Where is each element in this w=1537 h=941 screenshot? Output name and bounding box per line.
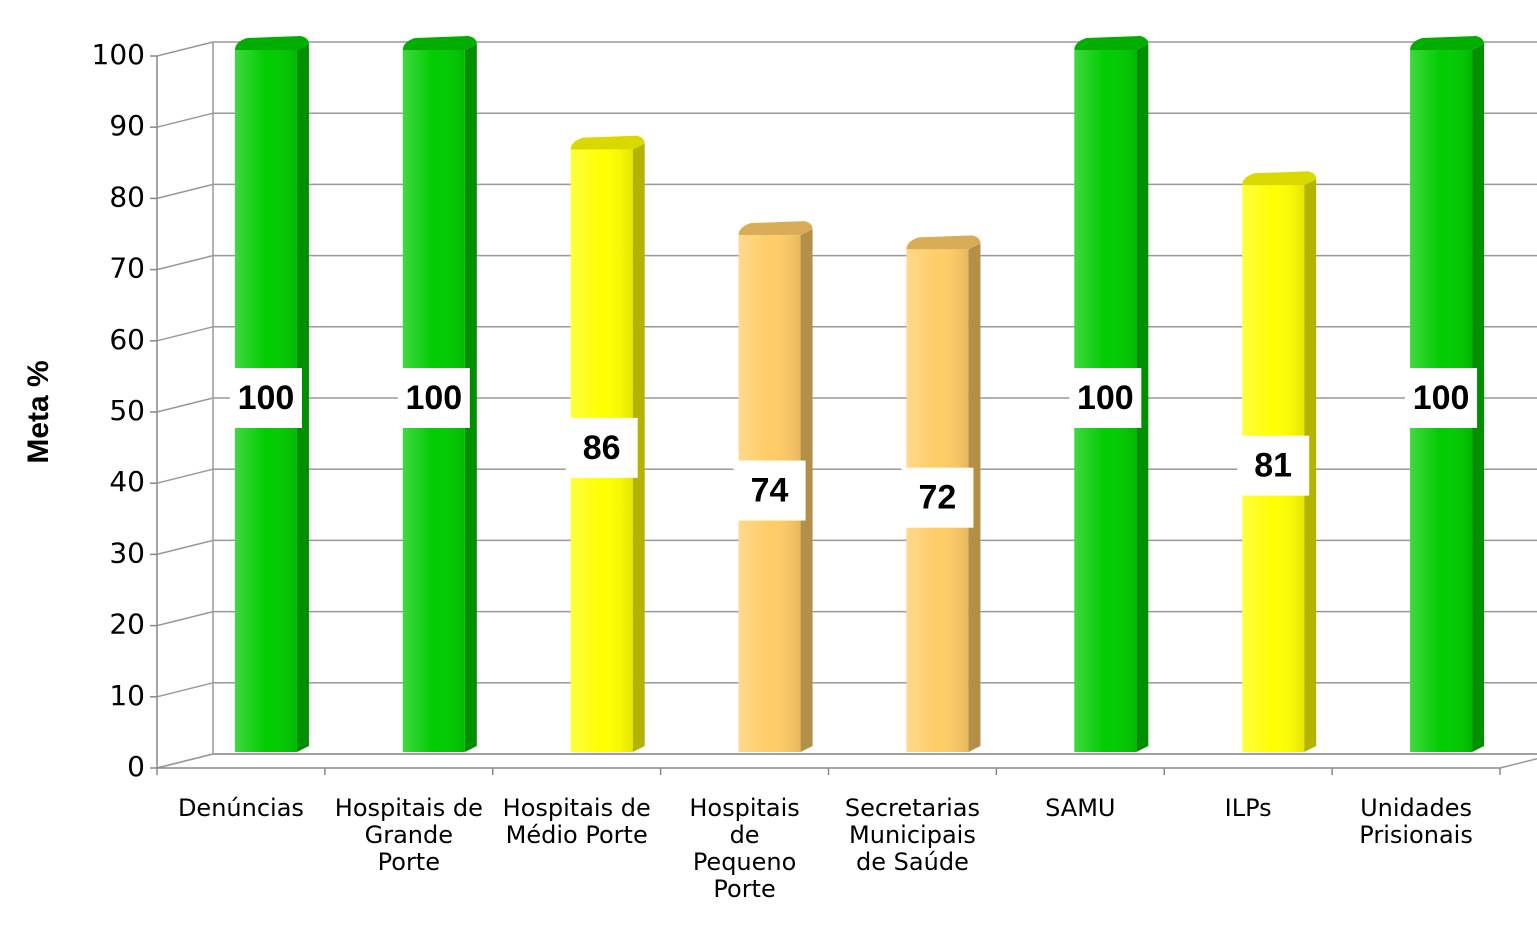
- value-label: 74: [751, 472, 789, 510]
- x-tick-label: Secretarias Municipais de Saúde: [844, 794, 981, 876]
- y-tick-label: 20: [109, 608, 145, 641]
- grid-line: [156, 254, 214, 271]
- bar-top: [234, 36, 309, 50]
- bar-top: [1074, 36, 1149, 50]
- grid-line: [156, 41, 214, 57]
- bar-side: [632, 143, 645, 752]
- bar-side: [800, 229, 813, 752]
- y-tick-label: 100: [92, 38, 145, 71]
- grid-line: [156, 468, 214, 484]
- value-label-box: [1237, 435, 1310, 496]
- value-label-box: [733, 460, 806, 521]
- grid-line: [156, 682, 214, 698]
- y-tick-label: 90: [109, 109, 145, 142]
- floor: [156, 753, 1537, 769]
- x-tick-label: SAMU: [1045, 794, 1116, 822]
- value-label-box: [397, 368, 470, 428]
- value-label: 81: [1254, 447, 1292, 485]
- bar-side: [464, 44, 477, 752]
- value-label-box: [229, 368, 302, 428]
- y-tick-label: 60: [109, 323, 145, 356]
- value-label-box: [1069, 368, 1142, 428]
- y-tick-label: 70: [109, 252, 145, 285]
- bar-side: [968, 243, 981, 753]
- value-label: 100: [405, 379, 462, 417]
- bar-top: [906, 235, 981, 250]
- bar-top: [402, 36, 477, 50]
- value-label-box: [901, 467, 974, 528]
- y-tick-label: 0: [127, 750, 145, 783]
- y-tick-label: 80: [109, 180, 145, 213]
- bar-side: [1136, 44, 1149, 752]
- grid-line: [156, 753, 214, 769]
- value-label: 86: [583, 429, 621, 467]
- bar-side: [1304, 179, 1317, 752]
- value-label: 100: [238, 379, 295, 417]
- y-tick-label: 40: [109, 465, 145, 498]
- value-label-box: [1405, 368, 1478, 428]
- grid-line: [156, 326, 214, 342]
- bar-top: [1410, 36, 1485, 50]
- x-tick-label: Unidades Prisionais: [1359, 794, 1473, 849]
- grid-line: [156, 610, 214, 627]
- bar-top: [570, 135, 645, 150]
- bar-side: [1472, 44, 1485, 752]
- x-tick-label: ILPs: [1224, 794, 1272, 822]
- bar-top: [1242, 171, 1317, 186]
- y-tick-label: 30: [109, 536, 145, 569]
- bar-side: [296, 44, 309, 752]
- x-tick-label: Denúncias: [177, 794, 304, 822]
- grid-line: [156, 539, 214, 556]
- x-tick-label: Hospitais de Grande Porte: [334, 794, 483, 876]
- value-label: 72: [919, 479, 957, 517]
- grid-line: [156, 397, 214, 413]
- value-label: 100: [1413, 379, 1470, 417]
- value-label: 100: [1077, 379, 1134, 417]
- y-tick-label: 10: [109, 679, 145, 712]
- value-label-box: [565, 417, 638, 478]
- x-tick-label: Hospitais de Pequeno Porte: [689, 794, 800, 903]
- x-tick-label: Hospitais de Médio Porte: [502, 794, 651, 849]
- y-axis-label: Meta %: [22, 360, 55, 463]
- y-tick-label: 50: [109, 394, 145, 427]
- grid-line: [156, 183, 214, 200]
- grid-line: [156, 112, 214, 128]
- bar-top: [738, 221, 813, 236]
